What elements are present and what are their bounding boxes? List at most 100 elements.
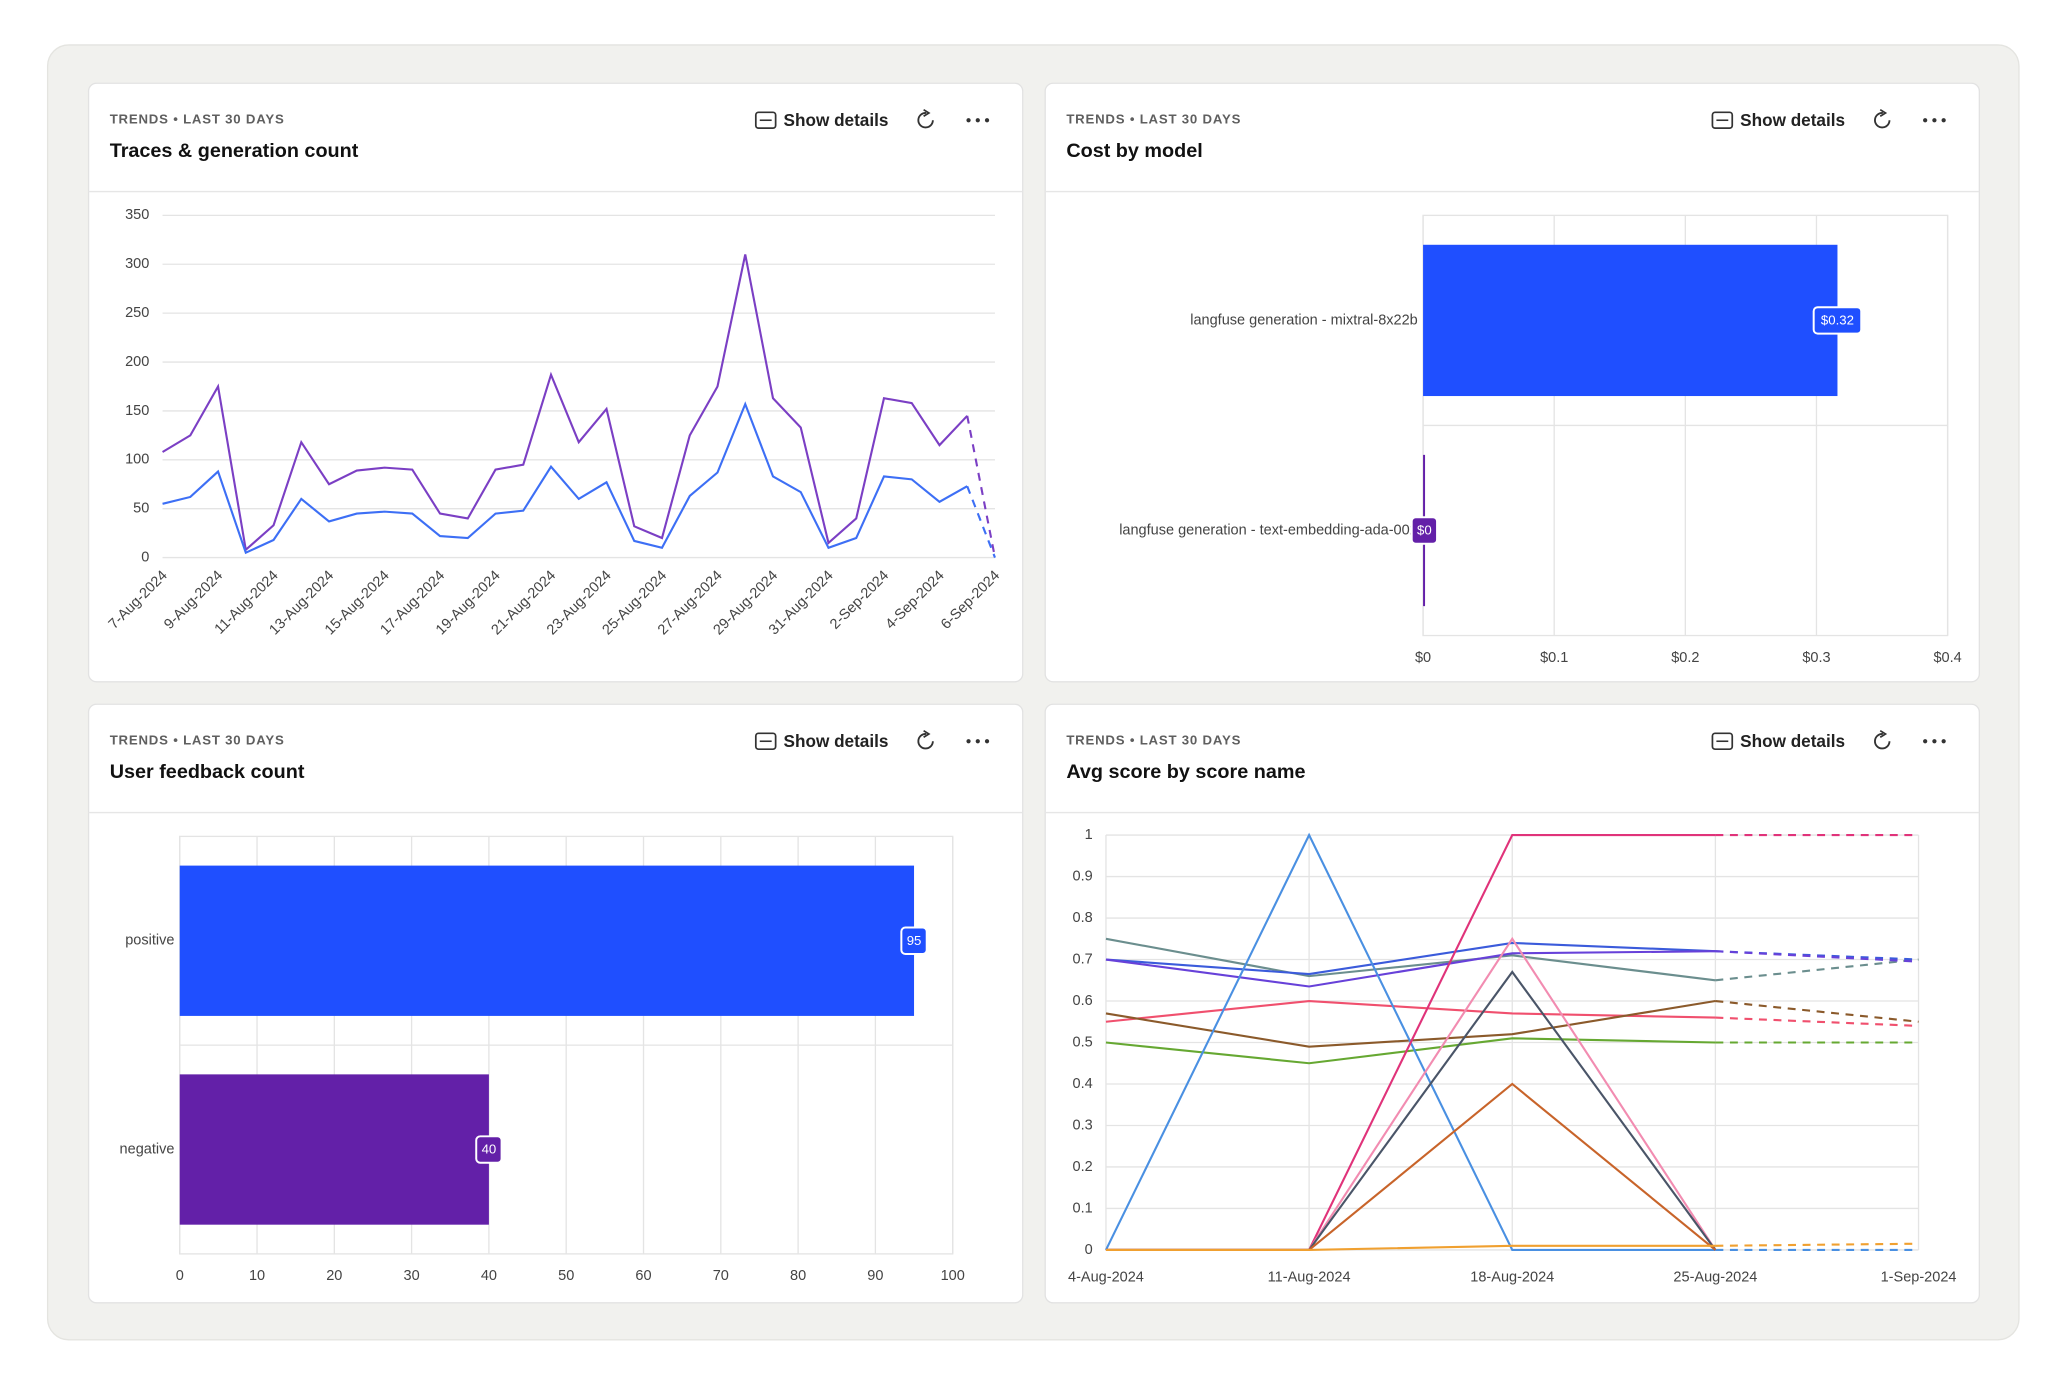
y-tick-label: 350 <box>125 207 149 223</box>
x-tick-label: 40 <box>481 1268 497 1284</box>
bar <box>179 865 915 1016</box>
category-label: negative <box>120 1141 175 1157</box>
y-tick-label: 300 <box>125 256 149 272</box>
series-line-partial <box>966 485 996 558</box>
refresh-icon[interactable] <box>1874 733 1891 750</box>
series-line <box>1105 1037 1716 1065</box>
details-icon <box>754 111 777 130</box>
value-label: 95 <box>907 933 922 948</box>
show-details-label[interactable]: Show details <box>784 110 889 130</box>
more-dot[interactable] <box>1932 739 1937 744</box>
series-line <box>1105 941 1716 976</box>
y-tick-label: 0.3 <box>1073 1117 1093 1133</box>
x-tick-label: $0 <box>1415 650 1431 666</box>
y-tick-label: 0.2 <box>1073 1159 1093 1175</box>
y-tick-label: 0.8 <box>1073 910 1093 926</box>
y-tick-label: 1 <box>1085 827 1093 843</box>
show-details-label[interactable]: Show details <box>1740 731 1845 751</box>
show-details-button[interactable]: Show details <box>754 731 889 751</box>
more-dot[interactable] <box>1932 118 1937 123</box>
category-label: positive <box>125 933 174 949</box>
x-tick-label: 10 <box>249 1268 265 1284</box>
card-title: User feedback count <box>110 761 305 783</box>
more-dot[interactable] <box>966 118 971 123</box>
refresh-arrow[interactable] <box>923 108 931 118</box>
card-kicker: TRENDS • LAST 30 DAYS <box>110 733 285 748</box>
value-label-box <box>475 1135 503 1164</box>
show-details-button[interactable]: Show details <box>1711 110 1845 130</box>
more-dot[interactable] <box>984 739 990 744</box>
x-tick-label: 0 <box>176 1268 184 1284</box>
x-tick-label: 100 <box>941 1268 965 1284</box>
card-kicker: TRENDS • LAST 30 DAYS <box>1066 733 1241 748</box>
y-tick-label: 250 <box>125 305 149 321</box>
x-tick-label: 60 <box>635 1268 651 1284</box>
series-line <box>162 254 968 552</box>
y-tick-label: 0.9 <box>1073 868 1093 884</box>
show-details-button[interactable]: Show details <box>1711 731 1845 751</box>
value-label: $0 <box>1417 523 1432 538</box>
y-tick-label: 0.1 <box>1073 1200 1093 1216</box>
refresh-icon[interactable] <box>917 112 934 129</box>
refresh-icon[interactable] <box>1874 112 1891 129</box>
refresh-arrow[interactable] <box>923 729 931 739</box>
show-details-label[interactable]: Show details <box>784 731 889 751</box>
series-line <box>1105 999 1716 1023</box>
show-details-button[interactable]: Show details <box>754 110 889 130</box>
y-tick-label: 0 <box>1085 1242 1093 1258</box>
show-details-label[interactable]: Show details <box>1740 110 1845 130</box>
series-line-partial <box>966 415 997 558</box>
card-kicker: TRENDS • LAST 30 DAYS <box>110 112 285 127</box>
series-line-partial <box>1715 1242 1919 1247</box>
x-tick-label: 80 <box>790 1268 806 1284</box>
x-tick-label: 1-Sep-2024 <box>1881 1270 1957 1286</box>
x-tick-label: 4-Aug-2024 <box>1068 1270 1144 1286</box>
value-label: $0.32 <box>1821 313 1854 328</box>
details-icon <box>1711 111 1734 130</box>
more-dot[interactable] <box>984 118 990 123</box>
x-tick-label: $0.2 <box>1671 650 1699 666</box>
category-label: langfuse generation - text-embedding-ada… <box>1119 522 1418 538</box>
more-dot[interactable] <box>975 739 980 744</box>
y-tick-label: 0.6 <box>1073 993 1093 1009</box>
card-title: Avg score by score name <box>1066 761 1305 783</box>
series-line-partial <box>1715 958 1919 982</box>
more-dot[interactable] <box>1923 739 1928 744</box>
more-dot[interactable] <box>966 739 971 744</box>
value-label-box <box>900 926 928 955</box>
x-tick-label: $0.3 <box>1802 650 1830 666</box>
series-line-partial <box>1715 1016 1919 1027</box>
value-label-box <box>1410 516 1439 545</box>
y-tick-label: 150 <box>125 403 149 419</box>
more-dot[interactable] <box>975 118 980 123</box>
x-tick-label: 30 <box>404 1268 420 1284</box>
details-icon <box>754 732 777 751</box>
series-line <box>1105 937 1716 982</box>
y-tick-label: 0.5 <box>1073 1034 1093 1050</box>
card-title: Cost by model <box>1066 140 1202 162</box>
more-dot[interactable] <box>1941 118 1946 123</box>
more-dot[interactable] <box>1923 118 1928 123</box>
series-line-partial <box>1715 999 1919 1023</box>
y-tick-label: 50 <box>133 501 149 517</box>
x-tick-label: 50 <box>558 1268 574 1284</box>
x-tick-label: 70 <box>713 1268 729 1284</box>
x-tick-label: 25-Aug-2024 <box>1673 1270 1757 1286</box>
y-tick-label: 0.4 <box>1073 1076 1093 1092</box>
series-line <box>162 401 968 555</box>
series-line <box>1105 1244 1716 1251</box>
y-tick-label: 0.7 <box>1073 951 1093 967</box>
x-tick-label: 11-Aug-2024 <box>1268 1270 1351 1286</box>
more-dot[interactable] <box>1941 739 1946 744</box>
y-tick-label: 100 <box>125 452 149 468</box>
details-icon <box>1711 732 1734 751</box>
series-line <box>1105 950 1716 988</box>
x-tick-label: 20 <box>326 1268 342 1284</box>
refresh-arrow[interactable] <box>1879 108 1888 118</box>
x-tick-label: $0.1 <box>1540 650 1568 666</box>
bar <box>1423 244 1838 397</box>
category-label: langfuse generation - mixtral-8x22b <box>1190 312 1418 328</box>
x-tick-label: $0.4 <box>1933 650 1961 666</box>
refresh-arrow[interactable] <box>1879 729 1888 739</box>
refresh-icon[interactable] <box>917 733 934 750</box>
